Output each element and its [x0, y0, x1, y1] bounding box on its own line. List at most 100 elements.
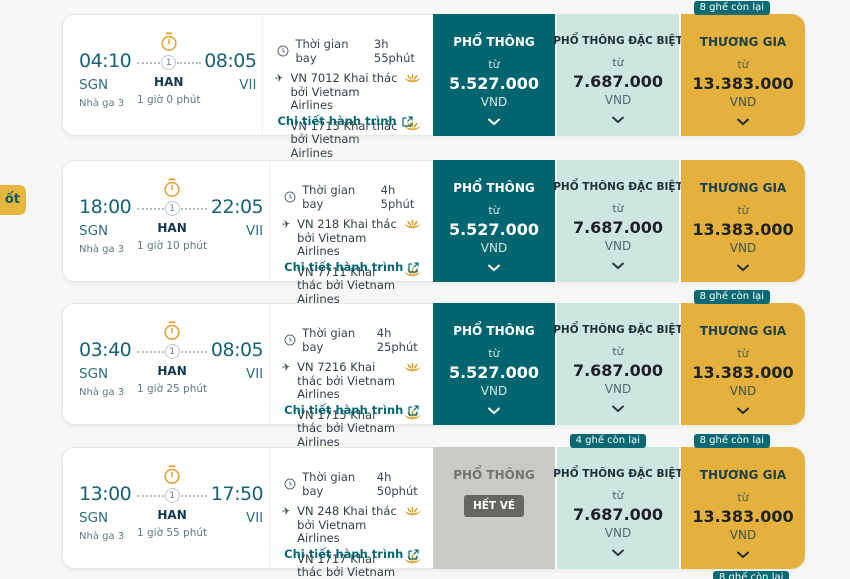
segment-text: VN 7711 Khai thác bởi Vietnam Airlines — [297, 264, 396, 306]
flight-duration-value: 4h 5phút — [380, 183, 415, 211]
fare-currency: VND — [480, 384, 508, 398]
flight-duration-value: 3h 55phút — [373, 37, 415, 65]
fare-class-label: THƯƠNG GIA — [699, 324, 787, 338]
lotus-icon — [404, 219, 421, 259]
arrival-code: VII — [245, 222, 264, 239]
itinerary-detail-link[interactable]: Chi tiết hành trình — [284, 547, 419, 561]
flight-segment: VN 1715 Khai thác bởi Vietnam Airlines — [284, 407, 429, 450]
flight-row: 18:00 SGN Nhà ga 3 — [62, 160, 805, 305]
stopover-code: HAN — [157, 508, 187, 522]
fare-class-label: PHỔ THÔNG ĐẶC BIỆT — [553, 324, 683, 336]
departure-code: SGN — [79, 76, 109, 93]
fare-price: 7.687.000 — [572, 218, 664, 237]
flight-card: 04:10 SGN Nhà ga 3 — [62, 1, 805, 159]
flight-row: 04:10 SGN Nhà ga 3 — [62, 1, 805, 159]
route-dotted-line: 1 — [137, 488, 208, 503]
departure-code: SGN — [79, 365, 109, 382]
layover-duration: 1 giờ 0 phút — [137, 94, 201, 106]
chevron-down-icon[interactable] — [611, 549, 625, 557]
chevron-down-icon[interactable] — [611, 405, 625, 413]
itinerary-detail-link[interactable]: Chi tiết hành trình — [277, 114, 413, 128]
fare-price: 7.687.000 — [572, 361, 664, 380]
departure-time: 13:00 — [79, 483, 132, 505]
fare-column-business[interactable]: THƯƠNG GIA từ 13.383.000 VND — [681, 14, 805, 136]
flight-card: 18:00 SGN Nhà ga 3 — [62, 160, 805, 305]
fare-column-business[interactable]: THƯƠNG GIA từ 13.383.000 VND — [681, 303, 805, 425]
fare-class-label: PHỔ THÔNG — [453, 35, 535, 49]
fare-from-label: từ — [488, 58, 500, 71]
fare-column-premium[interactable]: PHỔ THÔNG ĐẶC BIỆT từ 7.687.000 VND — [553, 447, 683, 569]
fare-column-business[interactable]: THƯƠNG GIA từ 13.383.000 VND — [681, 447, 805, 569]
lotus-icon — [404, 120, 421, 161]
flight-card: 13:00 SGN Nhà ga 3 — [62, 434, 805, 579]
arrival-time: 08:05 — [210, 339, 264, 361]
flight-duration-label: Thời gian bay — [302, 326, 356, 354]
arrival-code: VII — [245, 509, 264, 526]
external-link-icon — [408, 261, 419, 273]
fare-column-economy[interactable]: PHỔ THÔNG từ 5.527.000 VND — [433, 14, 557, 136]
fare-column-premium[interactable]: PHỔ THÔNG ĐẶC BIỆT từ 7.687.000 VND — [553, 160, 683, 282]
fare-column-economy-sold-out: PHỔ THÔNG HẾT VÉ — [433, 447, 557, 569]
chevron-down-icon[interactable] — [611, 116, 625, 124]
fare-currency: VND — [729, 95, 757, 109]
arrival-time: 17:50 — [210, 483, 264, 505]
chevron-down-icon[interactable] — [736, 264, 750, 272]
stopover-block: 1 HAN 1 giờ 0 phút — [137, 32, 201, 109]
flight-segment: ✈ VN 248 Khai thác bởi Vietnam Airlines — [282, 504, 429, 546]
left-edge-badge[interactable]: ốt — [0, 185, 26, 215]
chevron-down-icon[interactable] — [487, 118, 501, 126]
fare-class-label: THƯƠNG GIA — [699, 181, 787, 195]
fare-column-premium[interactable]: PHỔ THÔNG ĐẶC BIỆT từ 7.687.000 VND — [553, 14, 683, 136]
fare-price: 5.527.000 — [448, 220, 540, 239]
arrival-code: VII — [245, 365, 264, 382]
chevron-down-icon[interactable] — [487, 407, 501, 415]
chevron-down-icon[interactable] — [736, 551, 750, 559]
route-dotted-line: 1 — [137, 344, 208, 359]
arrival-time: 08:05 — [204, 50, 257, 72]
flight-details: Thời gian bay 4h 25phút ✈ VN 7216 Khai t… — [269, 304, 433, 448]
fare-columns: PHỔ THÔNG HẾT VÉ PHỔ THÔNG ĐẶC BIỆT từ 7… — [433, 434, 805, 569]
lotus-icon — [404, 506, 421, 546]
fare-currency: VND — [604, 93, 632, 107]
segment-text: VN 1715 Khai thác bởi Vietnam Airlines — [297, 407, 396, 449]
arrival-block: 22:05 VII — [207, 197, 264, 255]
terminal-label: Nhà ga 3 — [79, 243, 125, 255]
chevron-down-icon[interactable] — [611, 262, 625, 270]
dotted-segment — [137, 207, 164, 210]
fare-from-label: từ — [612, 489, 624, 502]
chevron-down-icon[interactable] — [736, 407, 750, 415]
fare-currency: VND — [480, 241, 508, 255]
fare-from-label: từ — [737, 347, 749, 360]
dotted-segment — [137, 350, 164, 353]
fare-class-label: PHỔ THÔNG — [453, 468, 535, 482]
fare-from-label: từ — [612, 56, 624, 69]
segment-text: VN 7216 Khai thác bởi Vietnam Airlines — [297, 360, 396, 401]
fare-class-label: PHỔ THÔNG ĐẶC BIỆT — [553, 181, 683, 193]
fare-column-premium[interactable]: PHỔ THÔNG ĐẶC BIỆT từ 7.687.000 VND — [553, 303, 683, 425]
itinerary-detail-link[interactable]: Chi tiết hành trình — [284, 403, 419, 417]
stopover-block: 1 HAN 1 giờ 25 phút — [137, 321, 208, 398]
fare-column-business[interactable]: THƯƠNG GIA từ 13.383.000 VND — [681, 160, 805, 282]
fare-currency: VND — [604, 526, 632, 540]
fare-price: 13.383.000 — [692, 74, 794, 93]
route-dotted-line: 1 — [137, 201, 208, 216]
chevron-down-icon[interactable] — [736, 118, 750, 126]
detail-link-label: Chi tiết hành trình — [284, 403, 404, 417]
fare-column-economy[interactable]: PHỔ THÔNG từ 5.527.000 VND — [433, 303, 557, 425]
sold-out-badge: HẾT VÉ — [463, 495, 525, 517]
dotted-segment — [137, 494, 164, 497]
external-link-icon — [408, 404, 419, 416]
clock-icon — [284, 191, 296, 203]
stopover-block: 1 HAN 1 giờ 10 phút — [137, 178, 208, 255]
fare-column-economy[interactable]: PHỔ THÔNG từ 5.527.000 VND — [433, 160, 557, 282]
flight-row: 13:00 SGN Nhà ga 3 — [62, 434, 805, 579]
fare-class-label: THƯƠNG GIA — [699, 35, 787, 49]
dotted-segment — [180, 494, 208, 497]
flight-segment: VN 1715 Khai thác bởi Vietnam Airlines — [277, 119, 429, 161]
chevron-down-icon[interactable] — [487, 264, 501, 272]
arrival-block: 08:05 VII — [200, 50, 257, 109]
flight-details: Thời gian bay 3h 55phút ✈ VN 7012 Khai t… — [262, 15, 433, 159]
layover-duration: 1 giờ 10 phút — [137, 240, 208, 252]
itinerary-detail-link[interactable]: Chi tiết hành trình — [284, 260, 419, 274]
